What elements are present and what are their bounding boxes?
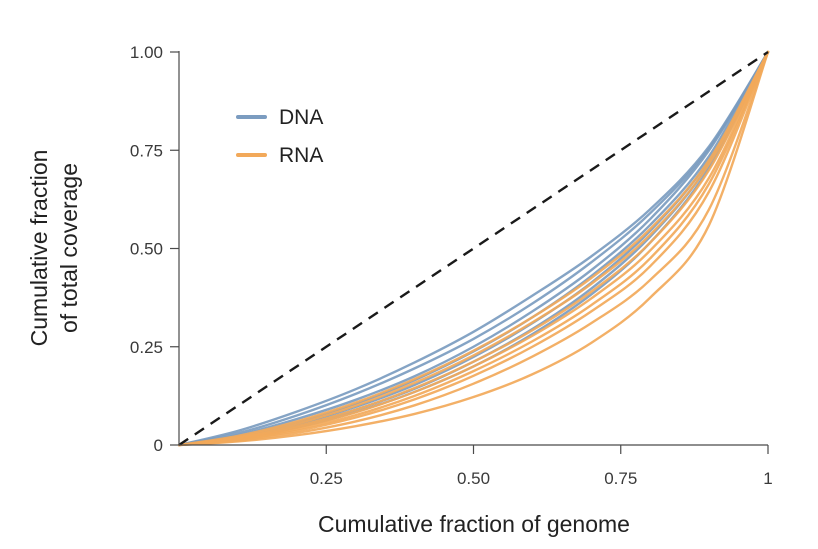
y-axis-title: Cumulative fraction of total coverage xyxy=(26,150,82,347)
series-line-dna-7 xyxy=(177,50,770,447)
series-line-dna-4 xyxy=(177,50,770,447)
legend: DNA RNA xyxy=(236,106,323,167)
x-tick-label-0: 0.25 xyxy=(310,469,343,488)
series-line-rna-15 xyxy=(177,50,770,447)
series-lines xyxy=(177,50,770,447)
y-tick-label-3: 0.75 xyxy=(130,141,163,160)
y-tick-label-4: 1.00 xyxy=(130,43,163,62)
x-tick-label-3: 1 xyxy=(763,469,772,488)
series-line-dna-2 xyxy=(177,50,770,447)
x-axis-ticks: 0.25 0.50 0.75 1 xyxy=(310,445,773,488)
x-axis-title: Cumulative fraction of genome xyxy=(318,511,630,537)
series-line-rna-11 xyxy=(177,50,770,447)
legend-label-dna: DNA xyxy=(279,106,323,129)
diagonal-reference-line xyxy=(178,51,769,446)
series-line-dna-1 xyxy=(177,50,770,447)
y-axis-ticks: 0 0.25 0.50 0.75 1.00 xyxy=(130,43,179,455)
series-line-dna-5 xyxy=(177,50,770,447)
y-tick-label-0: 0 xyxy=(154,436,163,455)
y-axis-title-line-2: of total coverage xyxy=(56,163,82,333)
series-line-rna-13 xyxy=(177,50,770,447)
series-line-dna-6 xyxy=(177,50,770,447)
y-tick-label-2: 0.50 xyxy=(130,240,163,259)
legend-label-rna: RNA xyxy=(279,144,323,167)
x-tick-label-1: 0.50 xyxy=(457,469,490,488)
x-tick-label-2: 0.75 xyxy=(604,469,637,488)
y-tick-label-1: 0.25 xyxy=(130,338,163,357)
series-line-rna-14 xyxy=(177,50,770,447)
series-line-rna-10 xyxy=(177,50,770,447)
series-line-rna-9 xyxy=(177,50,770,447)
series-line-dna-3 xyxy=(177,50,770,447)
y-axis-title-line-1: Cumulative fraction xyxy=(26,150,52,347)
series-line-rna-12 xyxy=(177,50,770,447)
series-line-rna-8 xyxy=(177,50,770,447)
